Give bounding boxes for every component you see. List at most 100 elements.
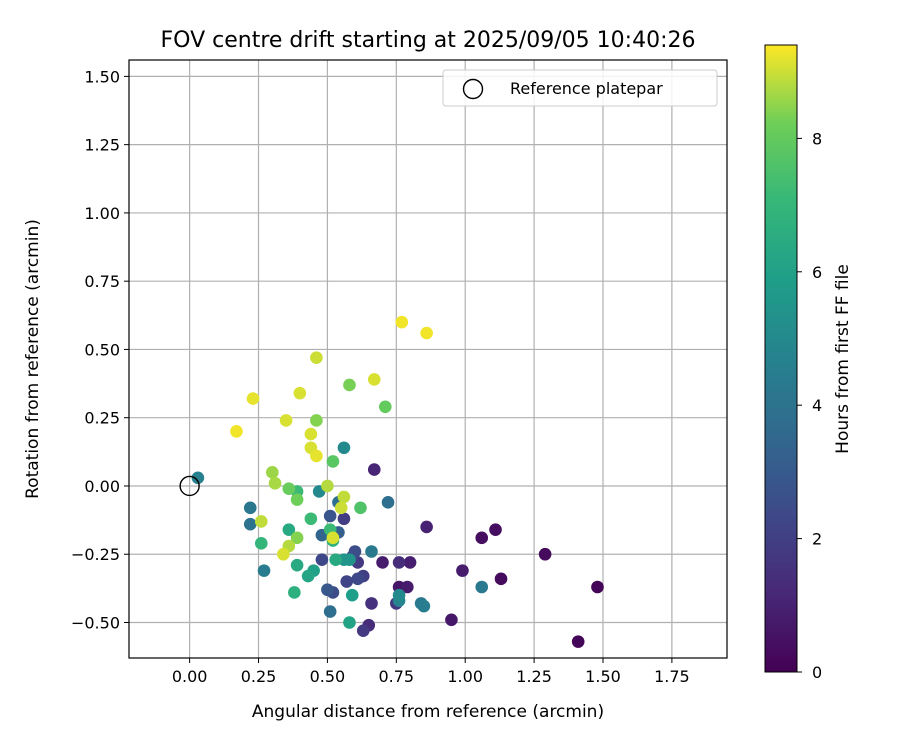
x-tick-label: 1.00: [447, 667, 483, 686]
legend-marker-reference: [462, 78, 484, 100]
data-point: [343, 616, 356, 629]
x-tick-label: 0.75: [378, 667, 414, 686]
data-point: [243, 501, 257, 515]
colorbar-label: Hours from first FF file: [833, 264, 853, 454]
data-point: [282, 523, 296, 536]
data-point: [395, 315, 409, 329]
data-point: [337, 512, 351, 526]
legend-box: [442, 69, 718, 107]
data-point: [277, 547, 290, 561]
colorbar: 0 2 4 6 8 Hours from first FF file: [764, 44, 853, 682]
data-point: [494, 572, 508, 586]
data-point: [381, 496, 395, 509]
data-point: [475, 580, 489, 594]
data-point: [345, 588, 359, 602]
plot-frame: [128, 59, 728, 659]
data-point: [417, 599, 431, 613]
data-point: [354, 501, 367, 515]
data-point: [445, 613, 458, 627]
data-point: [290, 558, 304, 572]
data-point: [254, 515, 268, 528]
data-point: [337, 441, 351, 455]
colorbar-tick-label: 8: [812, 129, 822, 148]
x-tick-label: 0.25: [241, 667, 277, 686]
chart-title: FOV centre drift starting at 2025/09/05 …: [161, 28, 696, 53]
data-point: [323, 509, 337, 523]
data-point: [356, 624, 370, 637]
data-point: [282, 482, 296, 496]
data-point: [392, 556, 406, 569]
data-point: [246, 392, 260, 405]
data-point: [288, 586, 301, 599]
data-points: [179, 315, 604, 648]
data-point: [420, 520, 433, 534]
data-point: [329, 553, 342, 566]
data-point: [323, 605, 337, 618]
data-point: [321, 583, 334, 597]
y-axis-label: Rotation from reference (arcmin): [23, 219, 43, 499]
colorbar-tick-label: 4: [812, 396, 822, 415]
y-tick-label: 1.00: [84, 204, 120, 223]
colorbar-ticks: 0 2 4 6 8: [797, 129, 822, 682]
data-point: [310, 351, 323, 364]
data-point: [392, 588, 406, 602]
grid-lines: [129, 60, 727, 658]
data-point: [315, 553, 329, 566]
colorbar-tick-label: 6: [812, 263, 822, 282]
y-axis-ticks: −0.50 −0.25 0.00 0.25 0.50 0.75 1.00 1.25 1.50: [71, 67, 129, 633]
y-tick-label: 0.00: [84, 477, 120, 496]
x-axis-ticks: 0.00 0.25 0.50 0.75 1.00 1.25 1.50 1.75: [172, 658, 690, 686]
data-point: [290, 493, 304, 506]
data-point: [310, 449, 323, 463]
x-tick-label: 0.50: [310, 667, 346, 686]
data-point: [230, 425, 243, 438]
data-point: [367, 373, 381, 386]
data-point: [301, 569, 315, 583]
data-point: [538, 547, 552, 561]
x-tick-label: 1.25: [516, 667, 552, 686]
data-point: [403, 556, 417, 569]
data-point: [293, 386, 307, 400]
data-point: [337, 490, 351, 504]
x-tick-label: 0.00: [172, 667, 208, 686]
data-point: [571, 635, 585, 648]
data-point: [376, 556, 389, 569]
data-point: [401, 580, 414, 594]
colorbar-tick-label: 0: [812, 663, 822, 682]
data-point: [304, 512, 318, 526]
y-tick-label: 0.25: [84, 409, 120, 428]
x-tick-label: 1.50: [585, 667, 621, 686]
data-point: [254, 537, 268, 550]
y-tick-label: −0.25: [71, 545, 120, 564]
legend-label-reference: Reference platepar: [510, 79, 663, 98]
y-tick-label: 1.50: [84, 67, 120, 86]
data-point: [591, 580, 604, 594]
data-point: [456, 564, 469, 577]
data-point: [367, 463, 381, 476]
data-point: [365, 597, 378, 610]
data-point: [265, 466, 279, 479]
data-point: [365, 545, 378, 558]
data-point: [326, 455, 340, 468]
data-point: [243, 517, 257, 531]
data-point: [279, 414, 293, 427]
y-tick-label: 0.75: [84, 272, 120, 291]
data-point: [340, 575, 354, 588]
colorbar-gradient: [764, 44, 798, 673]
data-point: [351, 572, 365, 586]
data-point: [343, 378, 356, 392]
data-point: [489, 523, 502, 536]
data-point: [304, 427, 318, 441]
reference-platepar-marker: [179, 475, 200, 497]
data-point: [321, 479, 334, 493]
y-tick-label: 0.50: [84, 340, 120, 359]
x-tick-label: 1.75: [654, 667, 690, 686]
data-point: [191, 471, 205, 485]
y-tick-label: 1.25: [84, 136, 120, 155]
data-point: [326, 531, 340, 545]
data-point: [378, 400, 392, 414]
data-point: [310, 414, 323, 427]
legend: Reference platepar: [442, 69, 718, 107]
